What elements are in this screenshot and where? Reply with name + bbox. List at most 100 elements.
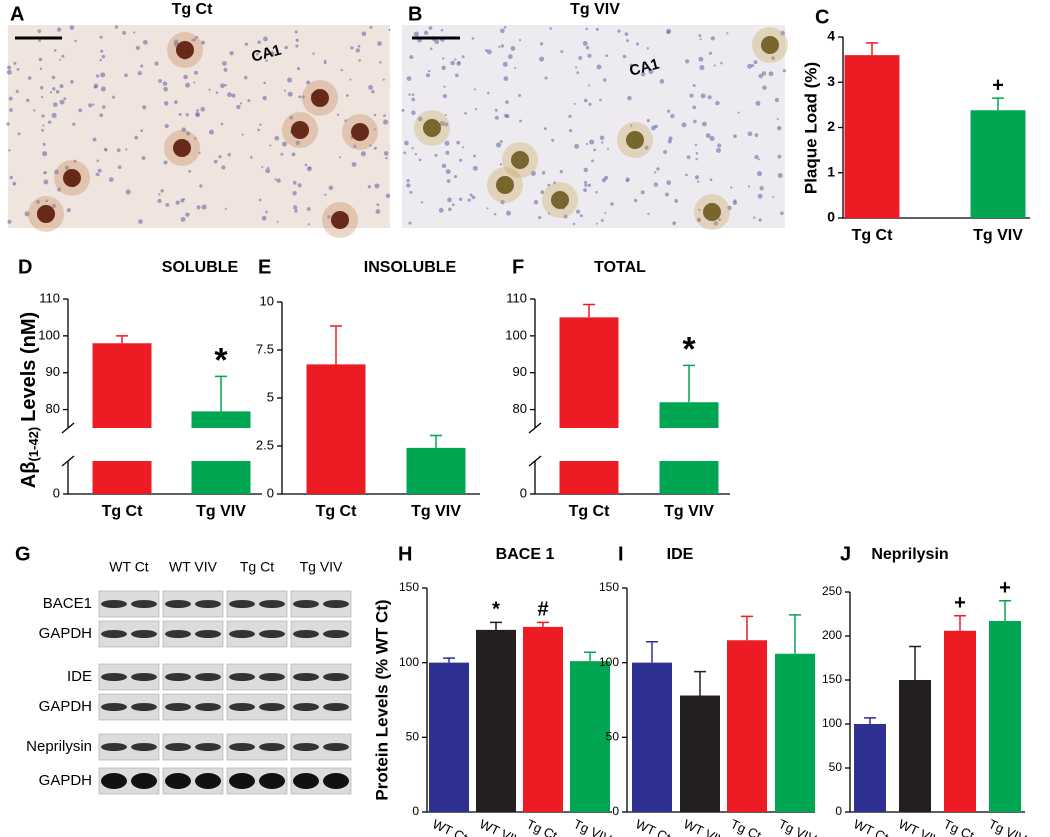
cell-nucleus [8,149,11,152]
plaque [63,169,81,187]
cell-nucleus [585,142,589,146]
cell-nucleus [39,67,43,71]
plaque [37,205,55,223]
panel-title: Tg Ct [172,1,214,18]
cell-nucleus [220,83,225,89]
cell-nucleus [51,112,57,118]
y-label-part: Levels (nM) [18,312,40,422]
cell-nucleus [158,78,162,83]
cell-nucleus [715,100,720,106]
cell-nucleus [173,39,179,45]
error-bar [583,303,595,318]
cell-nucleus [461,55,465,59]
x-tick-label: Tg Ct [569,503,611,520]
plaque [551,191,569,209]
cell-nucleus [185,131,191,136]
cell-nucleus [471,195,476,200]
cell-nucleus [694,143,698,147]
cell-nucleus [41,114,45,118]
cell-nucleus [133,31,136,34]
cell-nucleus [222,61,227,66]
cell-nucleus [444,113,447,117]
cell-nucleus [406,76,412,81]
cell-nucleus [568,128,573,133]
cell-nucleus [24,211,30,217]
cell-nucleus [33,109,36,112]
bar [680,695,720,812]
cell-nucleus [42,142,46,146]
cell-nucleus [698,56,704,62]
blot-band [259,673,285,681]
cell-nucleus [664,192,669,197]
cell-nucleus [585,45,590,50]
significance-marker: + [992,74,1004,96]
cell-nucleus [258,198,262,202]
cell-nucleus [13,61,17,65]
cell-nucleus [486,91,490,95]
cell-nucleus [505,210,512,216]
cell-nucleus [215,91,219,94]
cell-nucleus [551,138,555,142]
cell-nucleus [227,153,231,157]
blot-band [323,600,349,608]
x-tick-label: Tg Ct [524,816,559,837]
blot-band [229,703,255,711]
cell-nucleus [774,97,780,103]
blot-band [323,630,349,638]
blot-band [229,673,255,681]
cell-nucleus [772,196,775,199]
cell-nucleus [16,67,20,71]
error-bar [694,670,706,696]
x-tick-label: Tg VIV [571,816,614,837]
bar [844,55,900,218]
cell-nucleus [692,105,697,110]
cell-nucleus [244,42,249,46]
blot-band [259,630,285,638]
cell-nucleus [296,67,301,71]
cell-nucleus [464,112,467,115]
error-bar [490,621,502,630]
cell-nucleus [648,68,654,75]
cell-nucleus [553,181,556,185]
cell-nucleus [377,41,382,46]
cell-nucleus [503,113,509,118]
cell-nucleus [500,28,505,34]
y-tick-label: 0 [835,804,842,818]
cell-nucleus [755,100,761,106]
y-tick-label: 10 [260,293,274,308]
cell-nucleus [66,208,71,213]
cell-nucleus [164,123,169,129]
panel-letter: G [15,543,31,565]
cell-nucleus [696,180,700,183]
panel-letter: B [408,3,422,25]
cell-nucleus [472,165,478,171]
x-tick-label: Tg VIV [411,503,461,520]
plaque [351,123,369,141]
cell-nucleus [694,175,700,180]
cell-nucleus [667,139,672,144]
cell-nucleus [782,69,787,73]
cell-nucleus [174,100,178,104]
cell-nucleus [357,44,361,48]
x-tick-label: WT VIV [896,816,943,837]
plaque [626,131,644,149]
cell-nucleus [733,134,737,139]
cell-nucleus [338,156,341,159]
cell-nucleus [624,32,629,36]
cell-nucleus [27,76,32,80]
cell-nucleus [221,165,226,170]
blot-band [131,673,157,681]
cell-nucleus [101,54,106,59]
cell-nucleus [142,39,148,45]
plaque [511,151,529,169]
bar [727,640,767,812]
blot-band [101,673,127,681]
bar [92,343,152,494]
cell-nucleus [291,152,296,157]
cell-nucleus [699,38,702,41]
axis-break-mark [61,422,75,434]
cell-nucleus [294,30,298,34]
error-bar [789,614,801,654]
blot-band [323,703,349,711]
cell-nucleus [599,135,605,141]
